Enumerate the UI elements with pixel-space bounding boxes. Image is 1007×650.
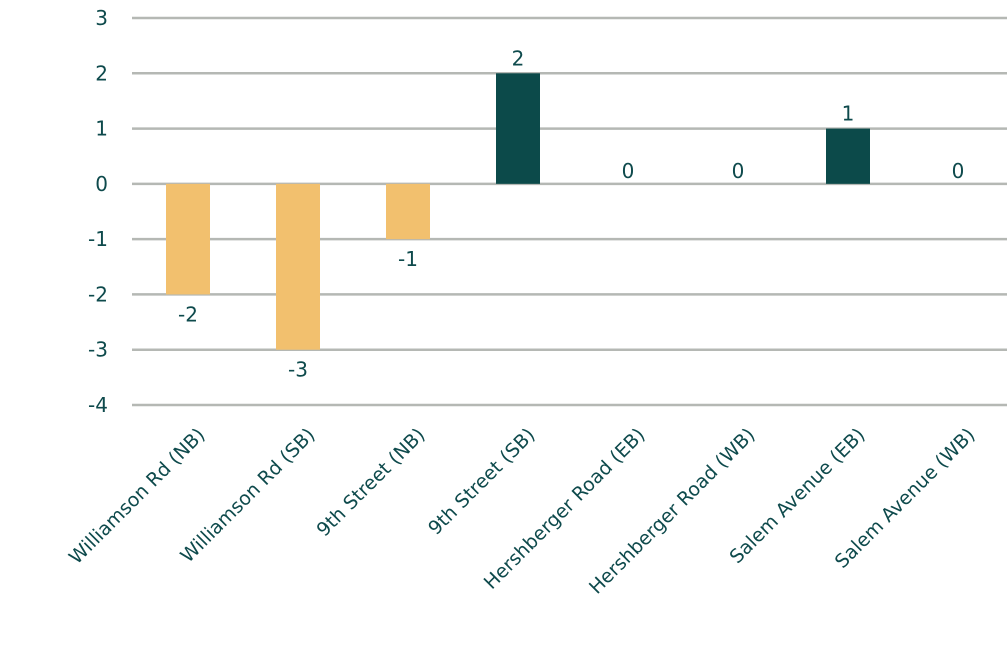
data-label: 0 bbox=[952, 159, 965, 183]
x-category-label: 9th Street (NB) bbox=[313, 424, 430, 541]
y-tick-label: 2 bbox=[95, 61, 108, 85]
y-tick-label: 3 bbox=[95, 6, 108, 30]
bar bbox=[496, 73, 540, 184]
data-label: 0 bbox=[622, 159, 635, 183]
y-tick-label: -1 bbox=[88, 227, 108, 251]
bar bbox=[386, 183, 430, 240]
bars bbox=[166, 73, 870, 350]
y-tick-label: -3 bbox=[88, 338, 108, 362]
y-tick-label: 0 bbox=[95, 172, 108, 196]
data-label: 1 bbox=[842, 102, 855, 126]
y-tick-label: -2 bbox=[88, 282, 108, 306]
gridlines bbox=[132, 16, 1007, 407]
bar bbox=[166, 183, 210, 295]
y-tick-label: 1 bbox=[95, 117, 108, 141]
bar bbox=[276, 183, 320, 350]
y-tick-label: -4 bbox=[88, 393, 108, 417]
data-labels: -2 -3 -1 2 0 0 1 0 bbox=[178, 46, 964, 381]
data-label: -2 bbox=[178, 302, 198, 326]
data-label: -3 bbox=[288, 358, 308, 382]
data-label: 0 bbox=[732, 159, 745, 183]
y-axis-tick-labels: 3 2 1 0 -1 -2 -3 -4 bbox=[88, 6, 108, 417]
data-label: -1 bbox=[398, 247, 418, 271]
data-label: 2 bbox=[512, 46, 525, 70]
x-axis-category-labels: Williamson Rd (NB)Williamson Rd (SB)9th … bbox=[65, 424, 980, 599]
bar bbox=[826, 128, 870, 184]
x-category-label: 9th Street (SB) bbox=[424, 424, 539, 539]
